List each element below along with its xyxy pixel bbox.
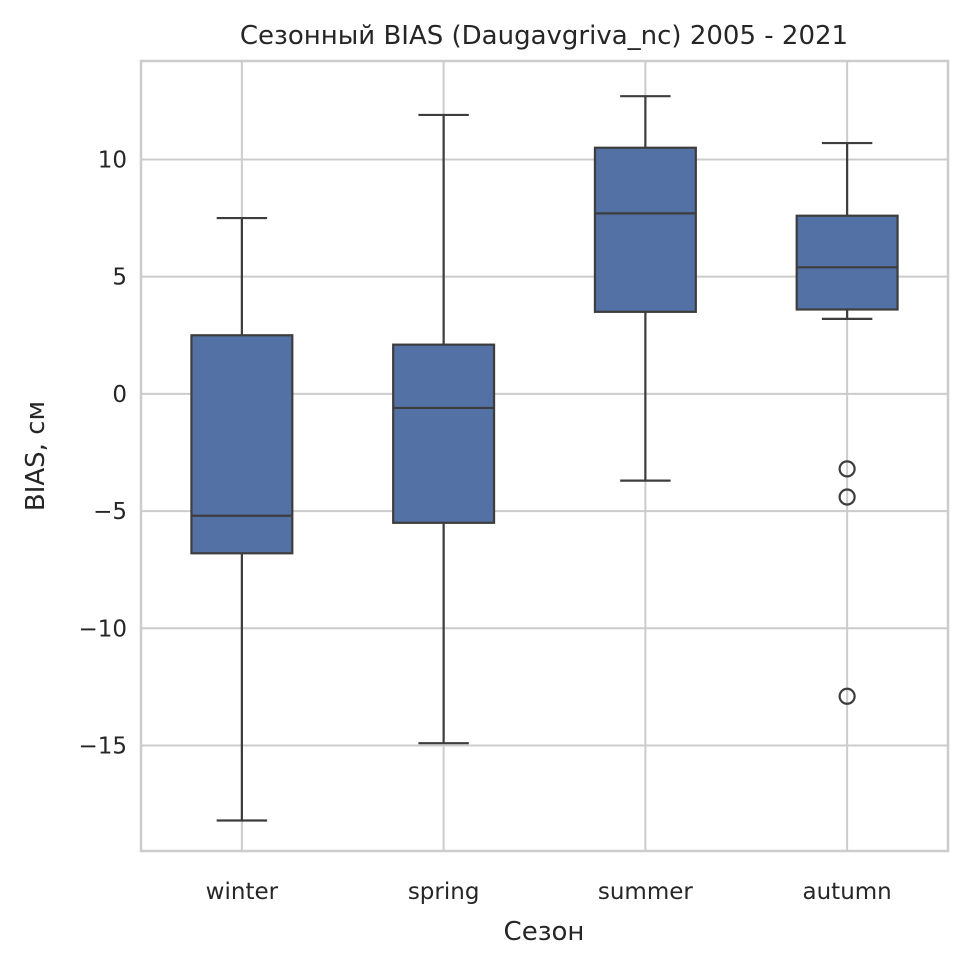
x-tick-labels: winter spring summer autumn bbox=[206, 879, 892, 905]
box-summer bbox=[593, 95, 697, 482]
x-axis-label: Сезон bbox=[504, 917, 585, 947]
iqr-box bbox=[593, 146, 697, 313]
x-tick-label-autumn: autumn bbox=[803, 879, 892, 905]
box-autumn bbox=[795, 141, 899, 705]
x-tick-label-spring: spring bbox=[408, 879, 480, 905]
iqr-box bbox=[795, 214, 899, 311]
x-tick-label-summer: summer bbox=[598, 879, 694, 905]
chart-title: Сезонный BIAS (Daugavgriva_nc) 2005 - 20… bbox=[240, 21, 848, 51]
x-tick-label-winter: winter bbox=[206, 879, 279, 905]
y-tick-label: −15 bbox=[78, 734, 127, 760]
y-tick-labels: 10 5 0 −5 −10 −15 bbox=[78, 147, 127, 759]
outlier-point bbox=[838, 460, 856, 478]
outlier-point bbox=[838, 488, 856, 506]
iqr-box bbox=[190, 334, 294, 555]
y-tick-label: 5 bbox=[112, 265, 127, 291]
y-tick-label: −10 bbox=[78, 616, 127, 642]
iqr-box bbox=[392, 343, 496, 524]
box-series bbox=[190, 95, 899, 822]
y-axis-label: BIAS, см bbox=[21, 401, 51, 511]
outlier-point bbox=[838, 687, 856, 705]
y-tick-label: −5 bbox=[93, 499, 127, 525]
y-tick-label: 0 bbox=[112, 382, 127, 408]
plot-frame bbox=[139, 59, 950, 853]
box-spring bbox=[392, 113, 496, 745]
y-tick-label: 10 bbox=[98, 147, 127, 173]
box-winter bbox=[190, 216, 294, 822]
